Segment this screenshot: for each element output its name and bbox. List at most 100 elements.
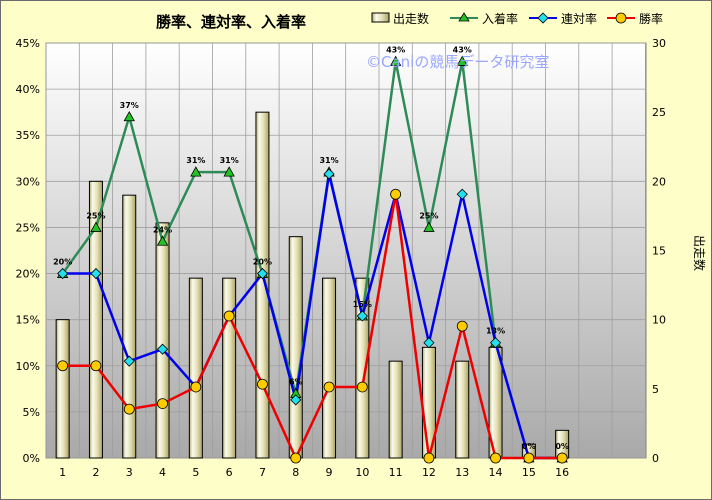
right-tick-label: 5 — [652, 383, 659, 396]
circle-marker — [490, 452, 501, 464]
diamond-marker — [356, 310, 368, 322]
data-label: 25% — [86, 211, 105, 220]
x-tick-label: 15 — [522, 466, 536, 479]
series-line — [62, 194, 563, 461]
triangle-marker — [456, 55, 468, 66]
bar — [355, 277, 370, 459]
legend-triangle-icon — [458, 12, 470, 22]
left-tick-label: 0% — [23, 452, 40, 465]
axes-layer: 0%5%10%15%20%25%30%35%40%45%051015202530… — [16, 37, 666, 479]
data-label: 0% — [555, 442, 569, 451]
bar — [222, 277, 237, 459]
right-axis-label: 出走数 — [692, 235, 707, 271]
x-tick-label: 13 — [455, 466, 469, 479]
x-tick-label: 5 — [192, 466, 199, 479]
triangle-marker — [423, 221, 435, 232]
bars-layer — [55, 111, 570, 459]
x-tick-label: 7 — [259, 466, 266, 479]
x-tick-label: 4 — [159, 466, 166, 479]
triangle-marker — [90, 221, 102, 232]
circle-marker — [90, 360, 102, 372]
left-tick-label: 20% — [16, 268, 40, 281]
circle-marker — [290, 452, 302, 464]
data-label: 31% — [186, 156, 205, 165]
diamond-marker — [456, 188, 468, 200]
x-tick-label: 8 — [292, 466, 299, 479]
bar — [55, 319, 70, 459]
left-tick-label: 35% — [16, 129, 40, 142]
x-tick-label: 11 — [389, 466, 403, 479]
diamond-marker — [156, 343, 169, 355]
bar — [288, 236, 303, 459]
data-label: 20% — [253, 258, 272, 267]
bar — [155, 222, 170, 459]
legend-circle-icon — [615, 12, 627, 24]
data-label: 25% — [419, 211, 438, 220]
circle-marker — [556, 452, 568, 464]
legend-label-top3: 入着率 — [482, 11, 518, 26]
x-tick-label: 14 — [489, 466, 503, 479]
diamond-marker — [489, 337, 502, 349]
grid-layer — [45, 42, 646, 459]
right-tick-label: 15 — [652, 245, 666, 258]
x-tick-label: 16 — [555, 466, 569, 479]
x-tick-label: 6 — [226, 466, 233, 479]
circle-marker — [57, 360, 69, 372]
x-tick-label: 1 — [59, 466, 66, 479]
x-tick-label: 3 — [126, 466, 133, 479]
data-label: 13% — [486, 327, 505, 336]
left-tick-label: 10% — [16, 360, 40, 373]
data-label: 15% — [353, 300, 372, 309]
bar — [322, 277, 337, 459]
right-tick-label: 20 — [652, 175, 666, 188]
triangle-marker — [223, 166, 235, 177]
right-tick-label: 10 — [652, 314, 666, 327]
diamond-marker — [323, 168, 335, 180]
circle-marker — [157, 398, 168, 409]
data-label: 0% — [522, 442, 536, 451]
circle-marker — [523, 452, 535, 464]
circle-marker — [356, 381, 368, 393]
diamond-marker — [57, 267, 69, 280]
x-tick-label: 9 — [326, 466, 333, 479]
left-tick-label: 45% — [16, 37, 40, 50]
bar — [122, 194, 137, 459]
watermark: ©Caniの競馬データ研究室 — [366, 53, 549, 71]
chart-title: 勝率、連対率、入着率 — [156, 13, 306, 31]
legend-label-top2: 連対率 — [561, 11, 597, 26]
x-tick-label: 2 — [92, 466, 99, 479]
left-tick-label: 15% — [16, 314, 40, 327]
circle-marker — [223, 310, 235, 322]
data-label: 6% — [289, 377, 303, 386]
data-label: 31% — [220, 156, 239, 165]
legend-label-win: 勝率 — [639, 11, 663, 26]
bar — [455, 360, 470, 459]
bar — [88, 180, 103, 459]
data-label: 43% — [386, 45, 405, 54]
left-tick-label: 40% — [16, 83, 40, 96]
right-tick-label: 25 — [652, 106, 666, 119]
circle-marker — [456, 320, 468, 332]
diamond-marker — [123, 355, 135, 367]
bar — [255, 111, 270, 459]
data-label: 24% — [153, 225, 172, 234]
circle-marker — [123, 403, 135, 415]
x-tick-label: 10 — [355, 466, 369, 479]
diamond-marker — [290, 394, 302, 406]
circle-marker — [390, 188, 402, 200]
legend: 出走数 入着率 連対率 勝率 — [371, 11, 663, 26]
legend-swatch-bars — [371, 12, 390, 23]
circle-marker — [323, 381, 335, 393]
data-label: 37% — [120, 101, 139, 110]
bar — [188, 277, 203, 459]
series-line — [62, 173, 563, 460]
triangle-marker — [123, 110, 135, 122]
lines-layer — [56, 55, 568, 464]
triangle-marker — [156, 235, 169, 246]
legend-label-bars: 出走数 — [393, 11, 429, 26]
diamond-marker — [423, 337, 435, 349]
left-tick-label: 25% — [16, 221, 40, 234]
data-label: 20% — [53, 258, 72, 267]
